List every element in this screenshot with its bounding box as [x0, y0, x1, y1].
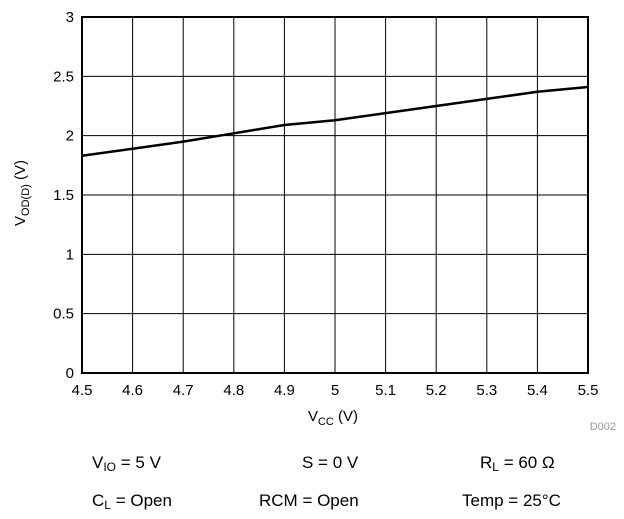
y-tick-label: 0: [66, 365, 74, 382]
figure-id-label: D002: [590, 421, 616, 430]
condition-temp: Temp = 25°C: [462, 491, 561, 510]
grid-lines: [81, 16, 589, 374]
y-tick-label: 0.5: [53, 306, 74, 323]
y-tick-label: 2.5: [53, 68, 74, 85]
series-lines: [81, 85, 589, 158]
condition-rcm: RCM = Open: [259, 491, 359, 510]
y-tick-labels: 0 0.5 1 1.5 2 2.5 3: [53, 9, 74, 382]
condition-rl: RL = 60 Ω: [480, 453, 555, 474]
condition-vio: VIO = 5 V: [92, 453, 161, 474]
y-axis-label: VOD(D) (V): [12, 160, 32, 226]
x-tick-labels: 4.5 4.6 4.7 4.8 4.9 5 5.1 5.2 5.3 5.4 5.5: [72, 382, 599, 399]
x-tick-label: 5.1: [375, 382, 396, 399]
x-tick-label: 5.3: [476, 382, 497, 399]
x-tick-label: 5.4: [527, 382, 548, 399]
condition-cl: CL = Open: [92, 491, 172, 512]
x-tick-label: 5: [331, 382, 339, 399]
condition-s: S = 0 V: [302, 453, 359, 472]
series-line: [81, 85, 589, 158]
y-tick-label: 3: [66, 9, 74, 26]
x-tick-label: 4.8: [223, 382, 244, 399]
x-tick-label: 4.9: [274, 382, 295, 399]
y-tick-label: 1.5: [53, 187, 74, 204]
x-tick-label: 4.7: [173, 382, 194, 399]
plot-frame: [81, 16, 589, 374]
x-axis-label: VCC (V): [308, 408, 358, 428]
line-chart: 4.5 4.6 4.7 4.8 4.9 5 5.1 5.2 5.3 5.4 5.5 0 0.5 1 1.5…: [12, 9, 616, 433]
y-tick-label: 1: [66, 246, 74, 263]
x-tick-label: 5.2: [426, 382, 447, 399]
x-tick-label: 4.6: [122, 382, 143, 399]
x-tick-label: 4.5: [72, 382, 93, 399]
x-tick-label: 5.5: [578, 382, 599, 399]
y-tick-label: 2: [66, 128, 74, 145]
